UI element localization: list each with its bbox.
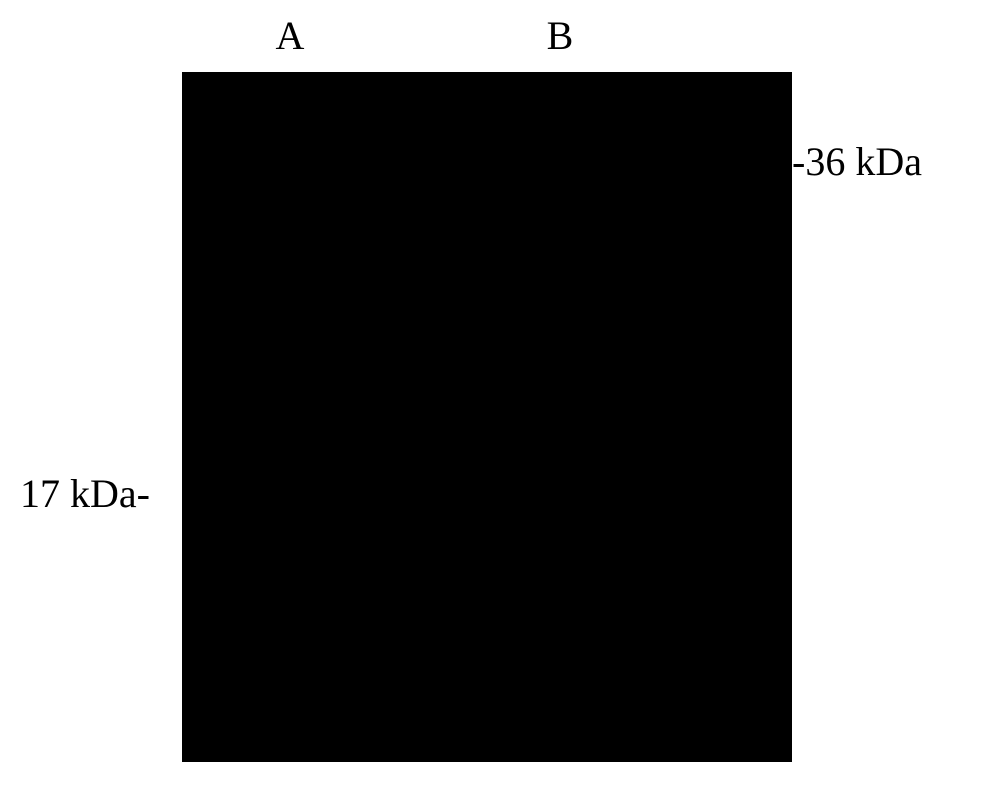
marker-label-17kda: 17 kDa- bbox=[20, 470, 150, 517]
marker-label-36kda: -36 kDa bbox=[792, 138, 922, 185]
lane-label-b: B bbox=[547, 12, 574, 59]
gel-rectangle bbox=[182, 72, 792, 762]
figure-stage: A B -36 kDa 17 kDa- bbox=[0, 0, 983, 789]
lane-label-a: A bbox=[276, 12, 305, 59]
